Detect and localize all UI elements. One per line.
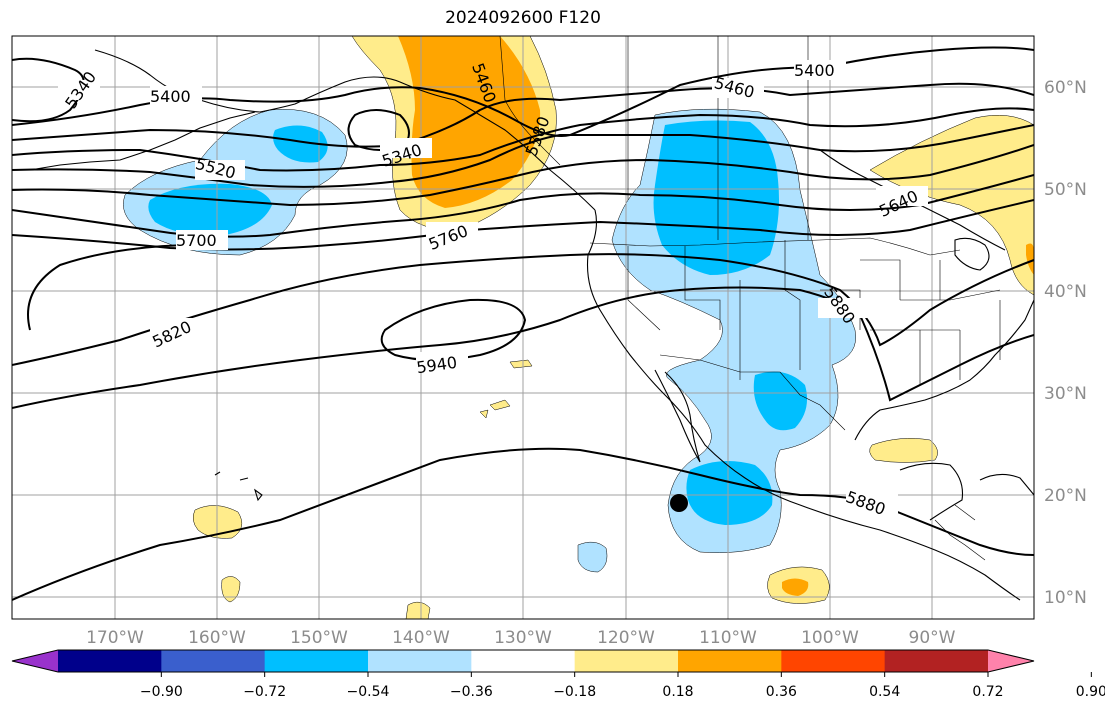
border-us-states-c [820, 259, 1001, 331]
map-content: 5340 5400 5520 5700 5820 5940 5460 5400 … [12, 36, 1034, 619]
anomaly-yellow-small-4 [479, 409, 489, 419]
colorbar-segment [161, 650, 266, 672]
colorbar-tick-label: −0.54 [347, 684, 390, 700]
contour-5460 [12, 82, 1034, 148]
border-alaska-canada [499, 36, 561, 166]
lon-label-150w: 150°W [290, 628, 348, 648]
colorbar-segment [264, 650, 369, 672]
coast-west-na [586, 209, 1021, 601]
anomaly-orange-great-lakes [1026, 243, 1034, 275]
contour-5520 [12, 107, 1034, 172]
anomaly-yellow-canada-east [869, 114, 1034, 296]
contour-label-5700: 5700 [176, 231, 217, 250]
colorbar-segment [368, 650, 472, 672]
graticule [12, 36, 1034, 619]
colorbar-segment [781, 650, 886, 672]
lon-label-160w: 160°W [188, 628, 246, 648]
hawaii-islands [214, 471, 263, 502]
colorbar-segment [884, 650, 989, 672]
lon-label-130w: 130°W [494, 628, 552, 648]
contour-label-5400-e: 5400 [794, 61, 835, 80]
contour-5940 [380, 298, 527, 361]
lon-label-120w: 120°W [597, 628, 655, 648]
border-us-canada [589, 237, 961, 256]
anomaly-lightblue-pacific-small [577, 541, 608, 573]
coast-baja [654, 369, 701, 463]
lon-label-90w: 90°W [909, 628, 956, 648]
lon-label-140w: 140°W [392, 628, 450, 648]
contour-5640 [12, 144, 1034, 207]
colorbar-tick-label: −0.18 [553, 684, 596, 700]
anomaly-orange-gulf-alaska [398, 36, 541, 208]
lat-label-40n: 40°N [1044, 282, 1087, 302]
lat-label-10n: 10°N [1044, 588, 1087, 608]
anomaly-blue-mexico-n [753, 371, 808, 431]
colorbar-tick-label: 0.54 [869, 684, 900, 700]
anomaly-yellow-small-2 [489, 399, 511, 411]
colorbar-tick-label: −0.90 [140, 684, 183, 700]
coast-yucatan [899, 462, 964, 521]
anomaly-yellow-gulf-mexico [869, 438, 938, 463]
coast-gulf [854, 299, 1034, 441]
colorbar-tick-label: 0.36 [766, 684, 797, 700]
contour-5820-loop [27, 244, 201, 331]
lat-label-30n: 30°N [1044, 384, 1087, 404]
anomaly-yellow-small-3 [509, 359, 533, 369]
coast-great-lakes [954, 237, 990, 271]
anomaly-yellow-hawaii-2 [221, 576, 241, 603]
latitude-labels: 60°N 50°N 40°N 30°N 20°N 10°N [1044, 78, 1087, 608]
lon-label-110w: 110°W [699, 628, 757, 648]
colorbar-tick-label: 0.72 [972, 684, 1003, 700]
colorbar-extend-right [988, 650, 1034, 672]
colorbar-extend-left [12, 650, 58, 672]
border-central-america [934, 504, 986, 561]
colorbar-tick-label: −0.36 [450, 684, 493, 700]
longitude-labels: 170°W 160°W 150°W 140°W 130°W 120°W 110°… [86, 628, 956, 648]
storm-center-marker [670, 494, 688, 512]
colorbar-segment [678, 650, 782, 672]
lat-label-50n: 50°N [1044, 180, 1087, 200]
border-us-states-w [627, 240, 801, 380]
contour-5580 [12, 124, 1034, 188]
map-title: 2024092600 F120 [445, 8, 601, 28]
borders [499, 36, 1001, 561]
coast-cuba [979, 473, 1034, 496]
colorbar-tick-label: 0.90 [1076, 684, 1105, 700]
colorbar-segment [471, 650, 576, 672]
colorbar-tick-label: −0.72 [243, 684, 286, 700]
lon-label-170w: 170°W [86, 628, 144, 648]
anomaly-blue-mexico-s [686, 461, 773, 525]
lon-label-100w: 100°W [801, 628, 859, 648]
lat-label-60n: 60°N [1044, 78, 1087, 98]
anomaly-orange-epac [782, 578, 809, 596]
colorbar: −0.90 −0.72 −0.54 −0.36 −0.18 0.18 0.36 0.54 0.7… [11, 649, 1105, 700]
contour-label-5400-w: 5400 [150, 87, 191, 106]
colorbar-tick-label: 0.18 [662, 684, 693, 700]
colorbar-segment [58, 650, 162, 672]
lat-label-20n: 20°N [1044, 486, 1087, 506]
map-frame [11, 35, 1035, 620]
border-us-states-e [919, 260, 1001, 385]
coast-aleutians [29, 111, 256, 171]
border-us-mexico [659, 354, 846, 431]
anomaly-blue-aleutian-e [273, 125, 328, 163]
colorbar-segment [574, 650, 679, 672]
anomaly-yellow-small-1 [405, 601, 431, 619]
contour-5880-north [12, 286, 1034, 409]
colorbar-outline [11, 649, 1035, 673]
